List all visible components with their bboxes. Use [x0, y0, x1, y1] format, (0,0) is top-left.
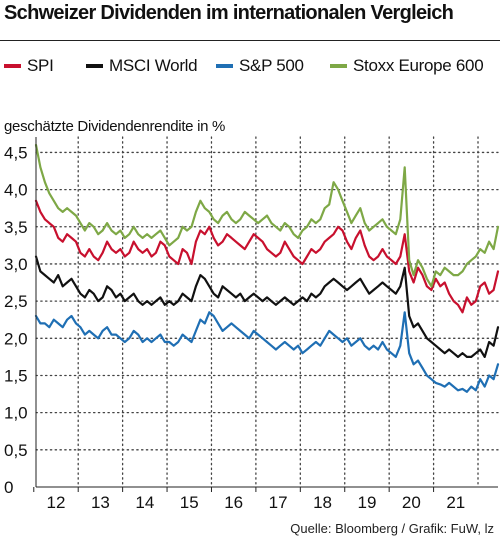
legend-item-spi: SPI [4, 56, 54, 76]
legend-swatch-sp500 [216, 64, 233, 68]
legend-label-sp500: S&P 500 [239, 56, 304, 75]
legend-swatch-msci-world [86, 64, 103, 68]
chart-title: Schweizer Dividenden im internationalen … [4, 2, 454, 24]
y-axis-label: geschätzte Dividendenrendite in % [4, 118, 226, 135]
x-tick-label: 16 [224, 493, 243, 512]
legend-label-msci-world: MSCI World [109, 56, 198, 75]
y-tick-label: 1,0 [4, 404, 28, 423]
y-tick-label: 4,0 [4, 181, 28, 200]
y-tick-label: 2,5 [4, 292, 28, 311]
y-tick-label: 3,5 [4, 218, 28, 237]
legend-item-sp500: S&P 500 [216, 56, 304, 76]
y-tick-label: 1,5 [4, 366, 28, 385]
x-tick-label: 13 [91, 493, 110, 512]
y-tick-label: 0,5 [4, 441, 28, 460]
x-tick-label: 18 [313, 493, 332, 512]
legend-item-msci-world: MSCI World [86, 56, 198, 76]
legend-swatch-spi [4, 64, 21, 68]
tick-label-layer: 0 0,5 1,0 1,5 2,0 2,5 3,0 3,5 4,0 4,5 12 13 14 15 16 17… [4, 143, 465, 512]
series-layer [34, 143, 500, 393]
legend: SPI MSCI World S&P 500 Stoxx Europe 600 [4, 56, 500, 82]
legend-label-stoxx-europe-600: Stoxx Europe 600 [353, 56, 484, 75]
x-tick-label: 21 [446, 493, 465, 512]
y-tick-label: 3,0 [4, 255, 28, 274]
series-line-s-p-500 [34, 311, 500, 393]
x-tick-label: 20 [402, 493, 421, 512]
x-tick-label: 19 [357, 493, 376, 512]
x-tick-label: 12 [47, 493, 66, 512]
x-tick-label: 14 [135, 493, 154, 512]
grid-layer [35, 136, 499, 488]
x-tick-label: 15 [180, 493, 199, 512]
x-tick-label: 17 [269, 493, 288, 512]
legend-label-spi: SPI [27, 56, 54, 75]
series-line-msci-world [34, 255, 500, 358]
source-note: Quelle: Bloomberg / Grafik: FuW, lz [290, 521, 494, 536]
y-tick-label: 4,5 [4, 143, 28, 162]
series-line-stoxx-europe-600 [34, 143, 500, 288]
legend-item-stoxx-europe-600: Stoxx Europe 600 [330, 56, 484, 76]
axis-layer [33, 137, 498, 492]
y-tick-label: 0 [4, 478, 13, 497]
series-line-spi [34, 199, 500, 314]
legend-swatch-stoxx-europe-600 [330, 64, 347, 68]
title-divider [0, 40, 500, 41]
y-tick-label: 2,0 [4, 329, 28, 348]
